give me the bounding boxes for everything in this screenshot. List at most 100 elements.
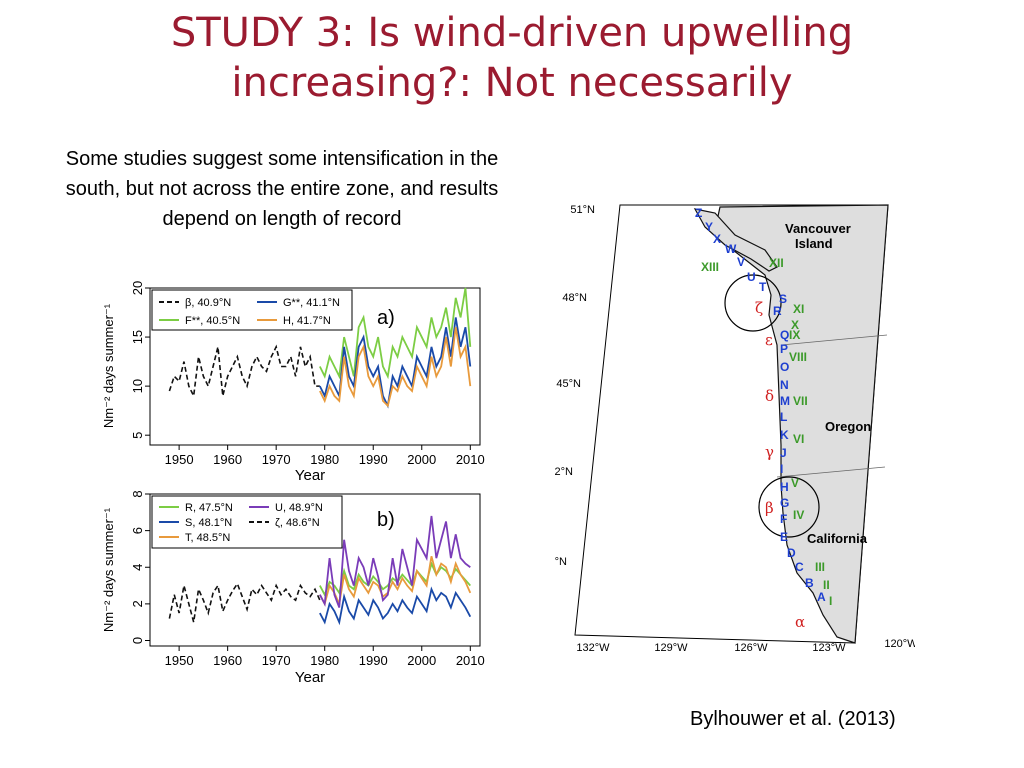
station-letter: X — [713, 232, 721, 246]
legend-a-item: F**, 40.5°N — [185, 315, 240, 327]
station-letter: S — [779, 292, 787, 306]
x-tick-label: 1990 — [359, 653, 388, 668]
y-tick-label: 15 — [130, 330, 145, 344]
station-letter: E — [780, 530, 788, 544]
x-tick-label: 1980 — [310, 653, 339, 668]
lat-label: 42°N — [555, 466, 573, 478]
station-roman: VII — [793, 394, 808, 408]
station-letter: M — [780, 394, 790, 408]
legend-b-item: U, 48.9°N — [275, 502, 323, 514]
station-letter: T — [759, 280, 767, 294]
station-letter: Y — [705, 220, 713, 234]
station-roman: VI — [793, 432, 804, 446]
lon-label: 129°W — [654, 642, 688, 654]
station-letter: R — [773, 304, 782, 318]
station-letter: H — [780, 480, 789, 494]
station-greek: γ — [765, 443, 774, 461]
axis-ylabel-b: Nm⁻² days summer⁻¹ — [101, 507, 116, 632]
legend-b-item: R, 47.5°N — [185, 502, 233, 514]
highlight-circle-beta — [758, 476, 820, 538]
station-roman: III — [815, 560, 825, 574]
station-roman: XII — [769, 256, 784, 270]
station-letter: P — [780, 342, 788, 356]
lon-label: 120°W — [884, 638, 915, 650]
y-tick-label: 2 — [130, 600, 145, 607]
y-tick-label: 8 — [130, 490, 145, 497]
series-line-1 — [319, 287, 472, 380]
y-tick-label: 20 — [130, 281, 145, 295]
slide-subtitle: Some studies suggest some intensificatio… — [65, 148, 499, 230]
series-line-4 — [319, 515, 471, 608]
station-letter: I — [780, 462, 783, 476]
station-roman: II — [823, 578, 830, 592]
place-label: California — [807, 531, 868, 546]
station-roman: XIII — [701, 260, 719, 274]
x-tick-label: 1980 — [310, 452, 339, 467]
station-greek: β — [765, 499, 774, 517]
border-line — [780, 334, 888, 346]
legend-a: β, 40.9°N G**, 41.1°N F**, 40.5°N H, 41.… — [151, 289, 353, 331]
series-line-2 — [319, 317, 472, 409]
series-line-2 — [319, 586, 472, 626]
station-roman: IV — [793, 508, 804, 522]
station-letter: W — [725, 242, 737, 256]
station-greek: δ — [765, 387, 774, 405]
legend-b-item: S, 48.1°N — [185, 517, 232, 529]
station-letter: G — [780, 496, 789, 510]
axis-ylabel-a: Nm⁻² days summer⁻¹ — [101, 303, 116, 428]
station-letter: N — [780, 378, 789, 392]
x-tick-label: 2010 — [456, 653, 485, 668]
place-label: Vancouver Island — [785, 221, 851, 251]
station-greek: ζ — [755, 299, 763, 317]
slide-title: STUDY 3: Is wind-driven upwelling increa… — [0, 8, 1024, 108]
chart-b: R, 47.5°N U, 48.9°N S, 48.1°N ζ, 48.6°N … — [101, 490, 485, 686]
lon-label: 126°W — [734, 642, 768, 654]
y-tick-label: 10 — [130, 379, 145, 393]
x-tick-label: 1970 — [262, 653, 291, 668]
station-roman: I — [829, 594, 832, 608]
x-tick-label: 2010 — [456, 452, 485, 467]
lat-label: 51°N — [570, 204, 595, 216]
station-letter: F — [780, 512, 787, 526]
station-greek: α — [795, 613, 805, 631]
lon-label: 132°W — [576, 642, 610, 654]
lat-label: 45°N — [556, 378, 581, 390]
legend-a-item: H, 41.7°N — [283, 315, 331, 327]
x-tick-label: 1960 — [213, 452, 242, 467]
x-tick-label: 1990 — [359, 452, 388, 467]
station-letter: L — [780, 410, 787, 424]
station-roman: IX — [789, 328, 800, 342]
station-roman: XI — [793, 302, 804, 316]
panel-label-b: b) — [377, 509, 395, 531]
lat-label: 48°N — [562, 292, 587, 304]
station-roman: X — [791, 318, 799, 332]
legend-a-item: β, 40.9°N — [185, 297, 231, 309]
station-letter: K — [780, 428, 789, 442]
series-line-0 — [168, 581, 321, 623]
x-tick-label: 2000 — [407, 452, 436, 467]
title-line-1: STUDY 3: Is wind-driven upwelling — [170, 10, 854, 56]
series-line-3 — [319, 556, 472, 608]
citation: Bylhouwer et al. (2013) — [690, 708, 896, 730]
station-letter: D — [787, 546, 796, 560]
station-letter: U — [747, 270, 756, 284]
land-area — [714, 204, 889, 644]
series-line-1 — [319, 560, 471, 597]
panel-label-a: a) — [377, 307, 395, 329]
legend-b: R, 47.5°N U, 48.9°N S, 48.1°N ζ, 48.6°N … — [151, 495, 343, 549]
station-letter: V — [737, 255, 745, 269]
chart-a: β, 40.9°N G**, 41.1°N F**, 40.5°N H, 41.… — [101, 281, 485, 484]
x-tick-label: 2000 — [407, 653, 436, 668]
lon-label: 123°W — [812, 642, 846, 654]
legend-b-item: ζ, 48.6°N — [275, 517, 320, 529]
station-greek: ε — [765, 331, 773, 349]
station-letter: B — [805, 576, 814, 590]
station-letter: O — [780, 360, 789, 374]
title-line-2: increasing?: Not necessarily — [231, 60, 793, 106]
legend-a-item: G**, 41.1°N — [283, 297, 340, 309]
y-tick-label: 4 — [130, 564, 145, 571]
station-letter: C — [795, 560, 804, 574]
y-tick-label: 0 — [130, 637, 145, 644]
axis-xlabel-b: Year — [295, 669, 325, 686]
